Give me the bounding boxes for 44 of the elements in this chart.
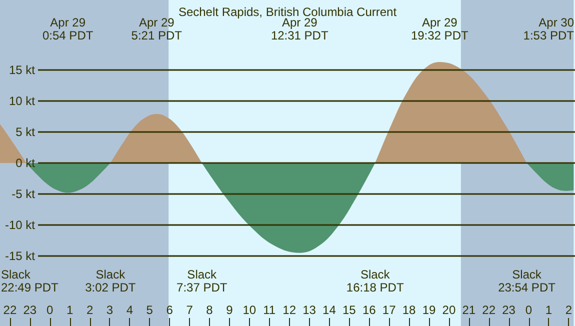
x-tick-label: 0 xyxy=(525,303,532,317)
annotation: Apr 30 1:53 PDT xyxy=(523,16,575,42)
annotation: Apr 29 0:54 PDT xyxy=(42,16,94,42)
x-tick-label: 23 xyxy=(502,303,516,317)
x-tick-label: 13 xyxy=(302,303,316,317)
annotation: Slack 22:49 PDT xyxy=(1,268,60,294)
x-tick-label: 3 xyxy=(106,303,114,317)
x-tick-label: 1 xyxy=(545,303,552,317)
x-tick-label: 10 xyxy=(242,303,256,317)
x-tick-label: 6 xyxy=(166,303,174,317)
x-tick-label: 19 xyxy=(422,303,436,317)
y-tick-label: 10 kt xyxy=(8,94,36,108)
annotation: Slack 3:02 PDT xyxy=(85,268,136,294)
y-tick-label: -10 kt xyxy=(4,218,36,232)
x-tick-label: 12 xyxy=(282,303,296,317)
x-tick-label: 22 xyxy=(3,303,17,317)
x-tick-label: 2 xyxy=(565,303,572,317)
x-tick-label: 8 xyxy=(206,303,214,317)
x-tick-label: 2 xyxy=(86,303,94,317)
x-tick-label: 20 xyxy=(442,303,456,317)
x-tick-label: 0 xyxy=(46,303,54,317)
y-tick-label: -5 kt xyxy=(12,186,36,201)
x-tick-label: 23 xyxy=(23,303,37,317)
x-tick-label: 22 xyxy=(482,303,496,317)
x-tick-label: 4 xyxy=(126,303,134,317)
annotation: Slack 7:37 PDT xyxy=(176,268,228,294)
x-tick-label: 21 xyxy=(462,303,476,317)
x-tick-label: 18 xyxy=(402,303,416,317)
x-tick-label: 16 xyxy=(362,303,376,317)
annotation: Slack 23:54 PDT xyxy=(498,268,556,294)
x-tick-label: 17 xyxy=(382,303,396,317)
annotation: Slack 16:18 PDT xyxy=(346,268,404,294)
x-tick-label: 7 xyxy=(186,303,194,317)
annotation: Apr 29 19:32 PDT xyxy=(410,16,469,42)
x-tick-label: 15 xyxy=(342,303,356,317)
x-tick-label: 9 xyxy=(226,303,234,317)
y-tick-label: -15 kt xyxy=(4,248,36,263)
x-tick-label: 14 xyxy=(322,303,336,317)
x-tick-label: 11 xyxy=(263,303,276,317)
y-tick-label: 5 kt xyxy=(16,125,36,140)
x-tick-label: 1 xyxy=(66,303,74,317)
x-tick-label: 5 xyxy=(146,303,154,317)
y-tick-label: 15 kt xyxy=(8,63,36,78)
y-tick-label: 0 kt xyxy=(16,156,36,170)
